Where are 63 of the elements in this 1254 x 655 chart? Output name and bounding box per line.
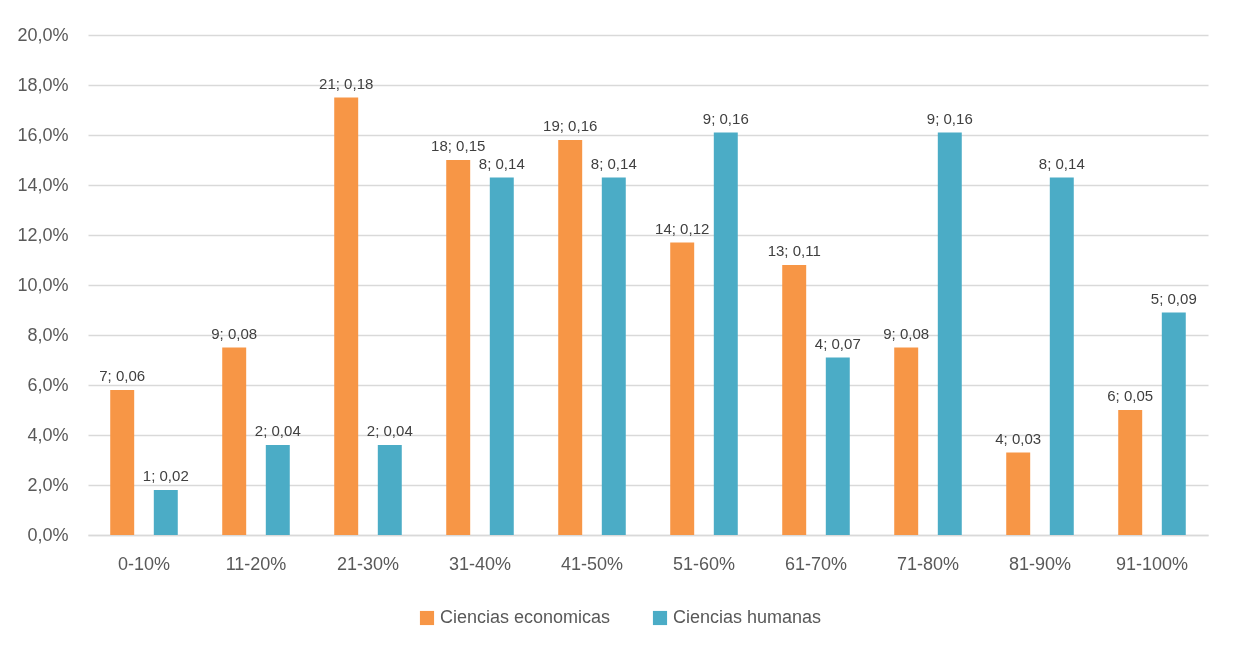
data-label: 4; 0,03 (995, 429, 1042, 447)
data-label: 13; 0,11 (767, 242, 821, 259)
data-label: 8; 0,14 (590, 154, 637, 172)
data-label: 9; 0,16 (926, 109, 973, 127)
x-tick-label: 71-80% (896, 553, 960, 574)
data-label: 5; 0,09 (1150, 289, 1197, 307)
data-label: 9; 0,08 (883, 324, 930, 342)
bar (825, 357, 850, 535)
bar (265, 445, 290, 535)
y-tick-label: 0,0% (27, 524, 69, 545)
y-tick-label: 8,0% (27, 324, 69, 345)
bar (334, 97, 359, 535)
data-label: 2; 0,04 (254, 422, 301, 439)
bar (558, 140, 583, 535)
x-tick-label: 31-40% (448, 553, 512, 574)
y-tick-label: 20,0% (17, 24, 69, 45)
bar (153, 490, 178, 535)
x-tick-label: 41-50% (560, 553, 624, 574)
y-tick-label: 4,0% (27, 424, 69, 445)
data-label: 8; 0,14 (1038, 154, 1085, 172)
x-tick-label: 21-30% (336, 553, 400, 574)
x-tick-label: 61-70% (784, 553, 848, 574)
bar (1118, 410, 1143, 535)
bar (670, 242, 695, 535)
data-label: 4; 0,07 (814, 334, 861, 352)
data-label: 14; 0,12 (655, 219, 710, 237)
y-tick-label: 10,0% (17, 274, 69, 295)
bar (377, 445, 402, 535)
data-label: 18; 0,15 (431, 137, 486, 154)
legend-label: Ciencias economicas (440, 607, 611, 627)
data-label: 9; 0,08 (211, 324, 258, 342)
bar (937, 132, 962, 535)
bar (110, 390, 135, 535)
data-label: 21; 0,18 (319, 74, 374, 92)
bar (782, 265, 807, 535)
y-tick-label: 18,0% (17, 74, 69, 95)
data-label: 6; 0,05 (1107, 387, 1154, 404)
bar (713, 132, 738, 535)
data-label: 19; 0,16 (543, 117, 598, 134)
y-tick-label: 2,0% (27, 474, 69, 495)
y-tick-label: 6,0% (27, 374, 69, 395)
legend-label: Ciencias humanas (673, 607, 822, 627)
bar (1161, 312, 1186, 535)
x-tick-label: 91-100% (1115, 553, 1189, 574)
x-tick-label: 51-60% (672, 553, 736, 574)
x-tick-label: 81-90% (1008, 553, 1072, 574)
bar (1006, 452, 1031, 535)
y-tick-label: 12,0% (17, 224, 69, 245)
x-tick-label: 11-20% (225, 553, 287, 574)
bar (601, 177, 626, 535)
y-tick-label: 14,0% (17, 174, 69, 195)
y-tick-label: 16,0% (17, 124, 69, 145)
x-tick-label: 0-10% (117, 553, 171, 574)
bar (1049, 177, 1074, 535)
data-label: 2; 0,04 (366, 422, 413, 439)
bar (446, 160, 471, 535)
bar (489, 177, 514, 535)
bar (894, 347, 919, 535)
data-label: 7; 0,06 (99, 367, 146, 384)
data-label: 1; 0,02 (142, 467, 189, 484)
data-label: 9; 0,16 (702, 109, 749, 127)
data-label: 8; 0,14 (478, 154, 525, 172)
bar (222, 347, 247, 535)
